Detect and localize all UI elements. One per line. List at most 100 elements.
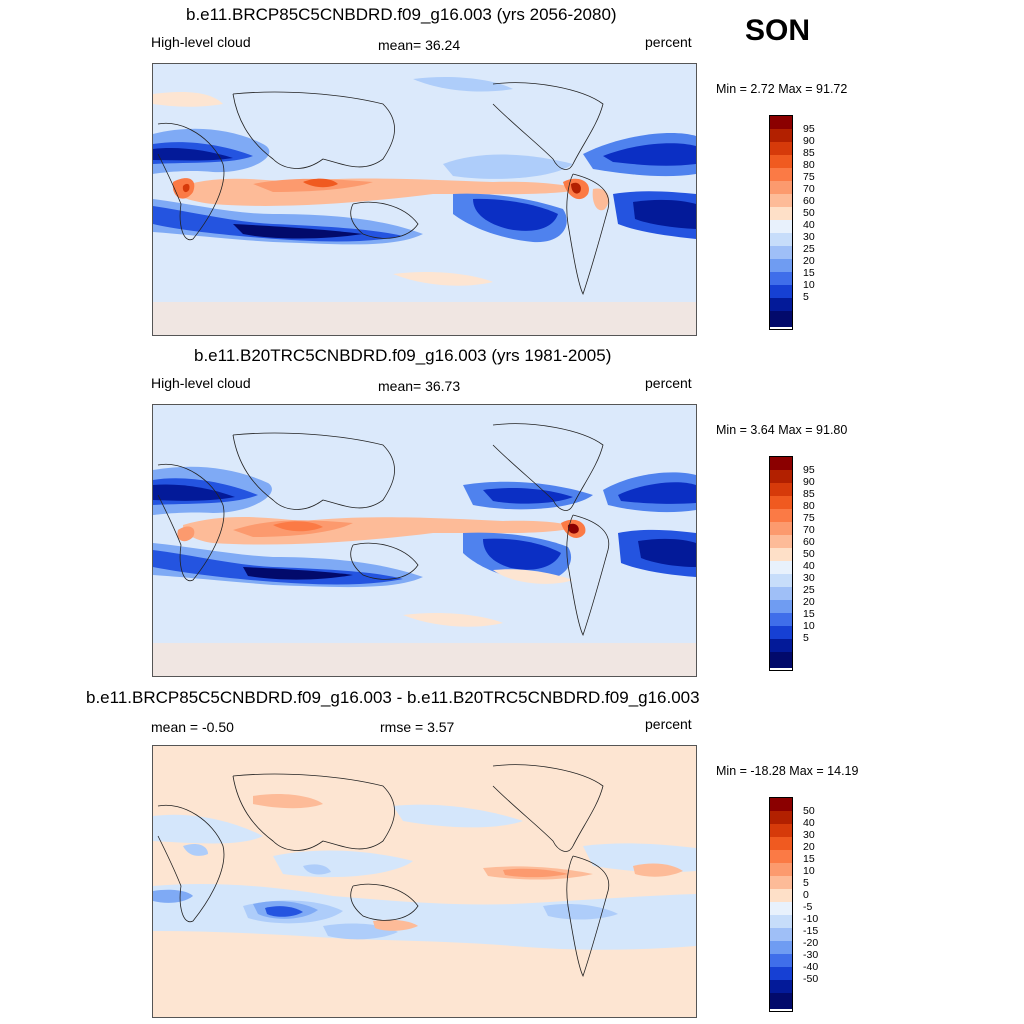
cbar-tick-label: 15: [803, 267, 815, 279]
panel1-colorbar-swatch: [770, 168, 792, 181]
panel2-colorbar-swatch: [770, 587, 792, 600]
panel1-colorbar-swatch: [770, 142, 792, 155]
panel3-colorbar-swatch: [770, 824, 792, 837]
cbar-tick-label: 10: [803, 279, 815, 291]
panel1-colorbar-labels: 95 90 85 80 75 70 60 50 40 30 25 20 15 1…: [803, 123, 815, 303]
panel2-colorbar-swatch: [770, 457, 792, 470]
panel2-units: percent: [645, 375, 692, 391]
cbar-tick-label: 90: [803, 476, 815, 488]
panel3-colorbar-swatch: [770, 837, 792, 850]
cbar-tick-label: 5: [803, 632, 809, 644]
panel1-colorbar-swatch: [770, 220, 792, 233]
panel1-colorbar-swatch: [770, 181, 792, 194]
panel2-colorbar-swatch: [770, 535, 792, 548]
panel3-map-plot: [153, 746, 696, 1017]
panel2-colorbar-swatch: [770, 600, 792, 613]
panel1-colorbar-swatch: [770, 285, 792, 298]
cbar-tick-label: 10: [803, 620, 815, 632]
panel3-colorbar-swatch: [770, 850, 792, 863]
panel3-colorbar-swatch: [770, 954, 792, 967]
panel3-minmax: Min = -18.28 Max = 14.19: [716, 764, 859, 778]
cbar-tick-label: 75: [803, 512, 815, 524]
panel2-colorbar-swatch: [770, 626, 792, 639]
panel2-colorbar-swatch: [770, 639, 792, 652]
cbar-tick-label: 70: [803, 524, 815, 536]
cbar-tick-label: 90: [803, 135, 815, 147]
panel3-colorbar-swatch: [770, 941, 792, 954]
panel1-minmax: Min = 2.72 Max = 91.72: [716, 82, 848, 96]
panel3-colorbar-swatch: [770, 967, 792, 980]
cbar-tick-label: 95: [803, 464, 815, 476]
cbar-tick-label: 50: [803, 548, 815, 560]
panel1-variable: High-level cloud: [151, 34, 251, 50]
panel2-colorbar: [769, 456, 793, 671]
panel1-colorbar-swatch: [770, 129, 792, 142]
panel3-colorbar-labels: 50 40 30 20 15 10 5 0 -5 -10 -15 -20 -30…: [803, 805, 818, 985]
cbar-tick-label: 40: [803, 560, 815, 572]
panel3-colorbar-swatch: [770, 928, 792, 941]
panel3-title: b.e11.BRCP85C5CNBDRD.f09_g16.003 - b.e11…: [86, 688, 700, 707]
panel2-colorbar-swatch: [770, 613, 792, 626]
panel1-title: b.e11.BRCP85C5CNBDRD.f09_g16.003 (yrs 20…: [186, 5, 617, 24]
panel3-colorbar-swatch: [770, 798, 792, 811]
panel1-mean: mean= 36.24: [378, 37, 461, 53]
panel1-colorbar-swatch: [770, 194, 792, 207]
panel1-colorbar-swatch: [770, 259, 792, 272]
cbar-tick-label: 70: [803, 183, 815, 195]
cbar-tick-label: -5: [803, 901, 813, 913]
cbar-tick-label: 80: [803, 500, 815, 512]
cbar-tick-label: 30: [803, 829, 815, 841]
cbar-tick-label: 5: [803, 877, 809, 889]
panel3-units: percent: [645, 716, 692, 732]
panel1-map-plot: [153, 64, 696, 335]
cbar-tick-label: 50: [803, 805, 815, 817]
cbar-tick-label: 20: [803, 596, 815, 608]
panel2-colorbar-swatch: [770, 652, 792, 668]
panel1-colorbar-swatch: [770, 233, 792, 246]
cbar-tick-label: -30: [803, 949, 819, 961]
cbar-tick-label: -15: [803, 925, 819, 937]
panel2-colorbar-swatch: [770, 574, 792, 587]
panel2-colorbar-swatch: [770, 522, 792, 535]
panel1-colorbar-swatch: [770, 246, 792, 259]
cbar-tick-label: -40: [803, 961, 819, 973]
panel1-colorbar-swatch: [770, 272, 792, 285]
panel2-colorbar-swatch: [770, 561, 792, 574]
panel2-colorbar-swatch: [770, 509, 792, 522]
cbar-tick-label: 40: [803, 219, 815, 231]
cbar-tick-label: 30: [803, 572, 815, 584]
panel2-variable: High-level cloud: [151, 375, 251, 391]
panel1-colorbar-swatch: [770, 298, 792, 311]
panel2-colorbar-swatch: [770, 496, 792, 509]
panel3-colorbar-swatch: [770, 876, 792, 889]
panel2-map: [152, 404, 697, 677]
panel1-units: percent: [645, 34, 692, 50]
cbar-tick-label: 50: [803, 207, 815, 219]
season-label: SON: [745, 14, 811, 47]
cbar-tick-label: 95: [803, 123, 815, 135]
panel2-map-plot: [153, 405, 696, 676]
cbar-tick-label: 5: [803, 291, 809, 303]
panel3-colorbar-swatch: [770, 915, 792, 928]
panel3-rmse: rmse = 3.57: [380, 719, 455, 735]
panel3-colorbar-swatch: [770, 811, 792, 824]
cbar-tick-label: 10: [803, 865, 815, 877]
cbar-tick-label: 20: [803, 255, 815, 267]
panel2-colorbar-swatch: [770, 483, 792, 496]
panel1-colorbar-swatch: [770, 207, 792, 220]
cbar-tick-label: 60: [803, 195, 815, 207]
cbar-tick-label: 15: [803, 608, 815, 620]
panel1-colorbar-swatch: [770, 155, 792, 168]
panel2-mean: mean= 36.73: [378, 378, 461, 394]
panel3-colorbar-swatch: [770, 993, 792, 1009]
panel1-colorbar: [769, 115, 793, 330]
cbar-tick-label: 15: [803, 853, 815, 865]
cbar-tick-label: -50: [803, 973, 819, 985]
panel2-colorbar-swatch: [770, 548, 792, 561]
cbar-tick-label: 60: [803, 536, 815, 548]
cbar-tick-label: -20: [803, 937, 819, 949]
panel1-colorbar-swatch: [770, 311, 792, 327]
panel2-colorbar-swatch: [770, 470, 792, 483]
panel3-colorbar-swatch: [770, 902, 792, 915]
cbar-tick-label: 20: [803, 841, 815, 853]
